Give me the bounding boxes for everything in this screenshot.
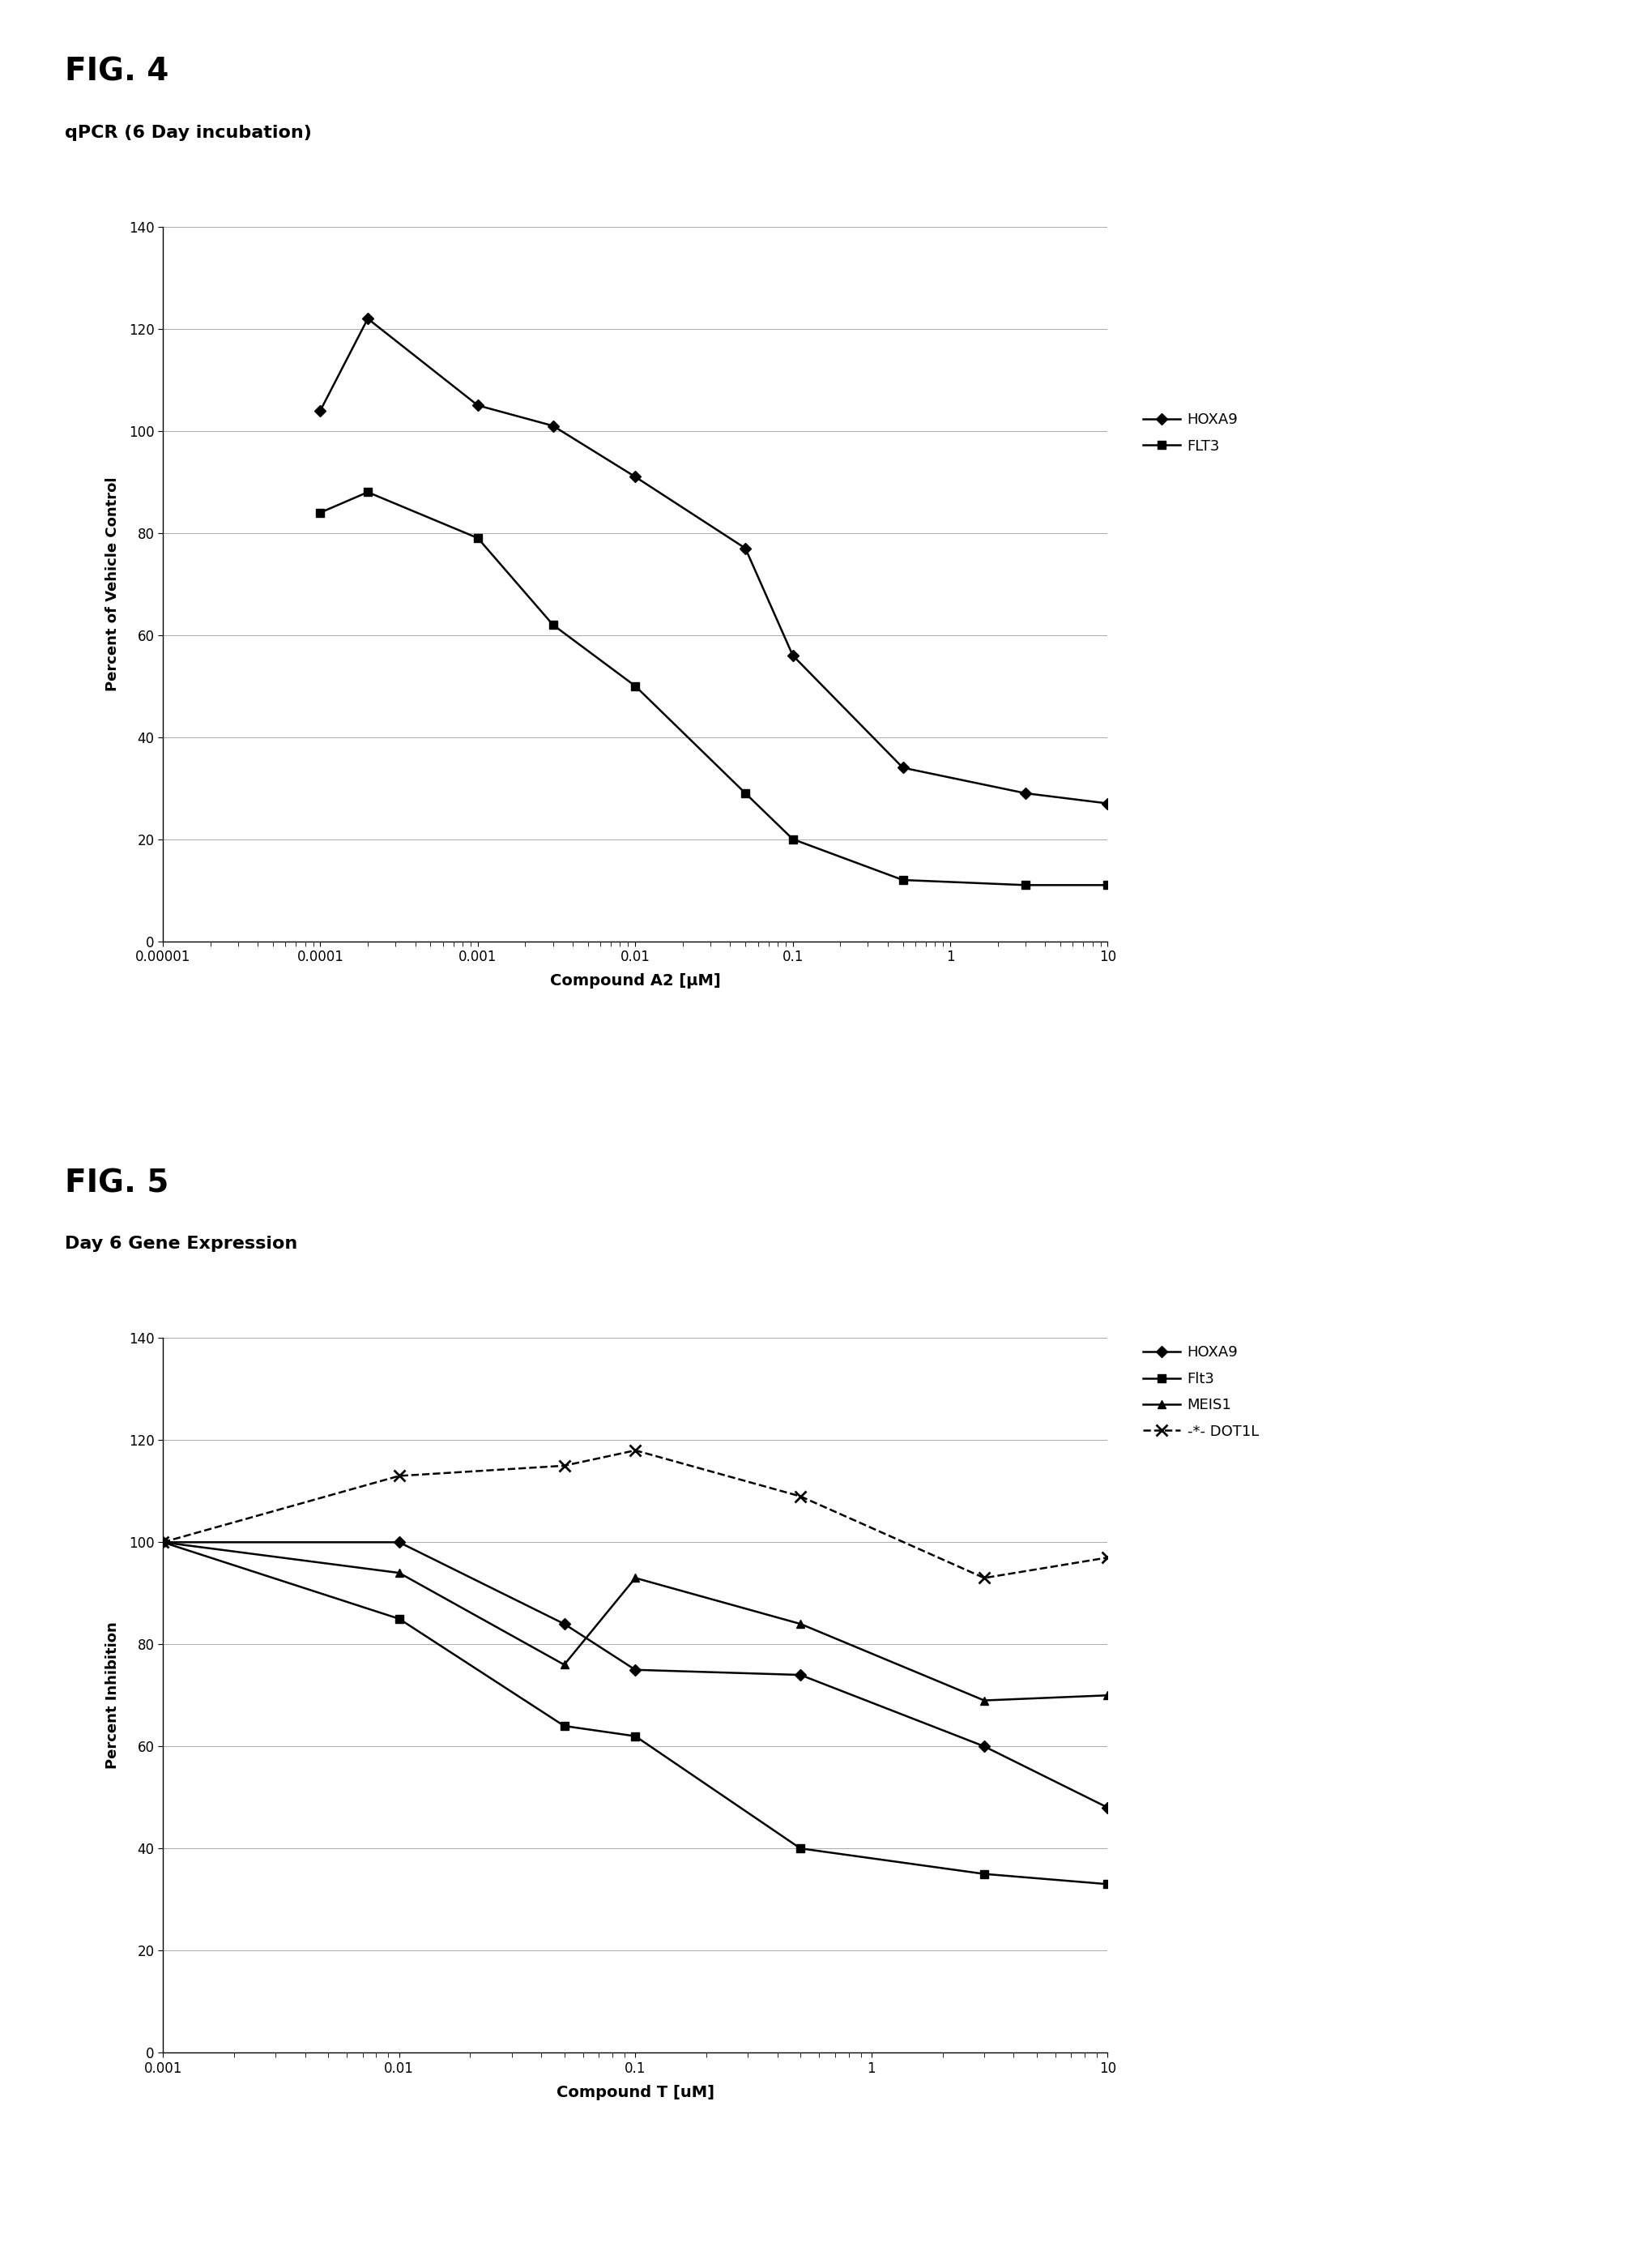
MEIS1 — [626, 1565, 645, 1592]
-*- DOT1L — [1098, 1545, 1117, 1572]
Line: -*- DOT1L: -*- DOT1L — [158, 1445, 1113, 1583]
HOXA9 — [389, 1529, 409, 1556]
HOXA9 — [311, 397, 331, 424]
FLT3 — [893, 866, 912, 894]
-*- DOT1L — [389, 1463, 409, 1490]
HOXA9 — [626, 463, 645, 490]
X-axis label: Compound T [uM]: Compound T [uM] — [557, 2084, 714, 2100]
FLT3 — [1098, 871, 1117, 898]
FLT3 — [736, 780, 756, 807]
HOXA9 — [893, 755, 912, 782]
Text: FIG. 5: FIG. 5 — [65, 1168, 169, 1200]
HOXA9 — [542, 413, 562, 440]
MEIS1 — [153, 1529, 173, 1556]
FLT3 — [358, 479, 378, 506]
FLT3 — [784, 826, 803, 853]
-*- DOT1L — [626, 1438, 645, 1465]
HOXA9 — [153, 1529, 173, 1556]
HOXA9 — [974, 1733, 994, 1760]
HOXA9 — [1015, 780, 1034, 807]
MEIS1 — [790, 1610, 810, 1637]
Text: FIG. 4: FIG. 4 — [65, 57, 169, 88]
Text: Day 6 Gene Expression: Day 6 Gene Expression — [65, 1236, 298, 1252]
Flt3 — [974, 1860, 994, 1887]
HOXA9 — [358, 306, 378, 333]
MEIS1 — [389, 1560, 409, 1588]
Line: FLT3: FLT3 — [316, 488, 1111, 889]
Flt3 — [554, 1712, 573, 1740]
Legend: HOXA9, Flt3, MEIS1, -*- DOT1L: HOXA9, Flt3, MEIS1, -*- DOT1L — [1144, 1345, 1259, 1438]
HOXA9 — [790, 1660, 810, 1687]
FLT3 — [542, 612, 562, 640]
MEIS1 — [554, 1651, 573, 1678]
Flt3 — [153, 1529, 173, 1556]
-*- DOT1L — [790, 1483, 810, 1510]
FLT3 — [311, 499, 331, 526]
HOXA9 — [736, 535, 756, 562]
-*- DOT1L — [974, 1565, 994, 1592]
Flt3 — [626, 1724, 645, 1751]
-*- DOT1L — [153, 1529, 173, 1556]
Y-axis label: Percent of Vehicle Control: Percent of Vehicle Control — [106, 476, 121, 692]
Line: HOXA9: HOXA9 — [160, 1538, 1111, 1812]
Flt3 — [790, 1835, 810, 1862]
HOXA9 — [1098, 1794, 1117, 1821]
Y-axis label: Percent Inhibition: Percent Inhibition — [106, 1622, 121, 1769]
-*- DOT1L — [554, 1452, 573, 1479]
MEIS1 — [1098, 1683, 1117, 1710]
FLT3 — [468, 524, 487, 551]
X-axis label: Compound A2 [μM]: Compound A2 [μM] — [551, 973, 720, 989]
Line: Flt3: Flt3 — [160, 1538, 1111, 1887]
HOXA9 — [1098, 789, 1117, 816]
Legend: HOXA9, FLT3: HOXA9, FLT3 — [1144, 413, 1238, 454]
MEIS1 — [974, 1687, 994, 1715]
FLT3 — [626, 671, 645, 699]
Flt3 — [389, 1606, 409, 1633]
Text: qPCR (6 Day incubation): qPCR (6 Day incubation) — [65, 125, 313, 141]
HOXA9 — [468, 392, 487, 420]
HOXA9 — [626, 1656, 645, 1683]
HOXA9 — [554, 1610, 573, 1637]
Flt3 — [1098, 1871, 1117, 1898]
HOXA9 — [784, 642, 803, 669]
Line: HOXA9: HOXA9 — [316, 315, 1111, 807]
FLT3 — [1015, 871, 1034, 898]
Line: MEIS1: MEIS1 — [160, 1538, 1111, 1703]
